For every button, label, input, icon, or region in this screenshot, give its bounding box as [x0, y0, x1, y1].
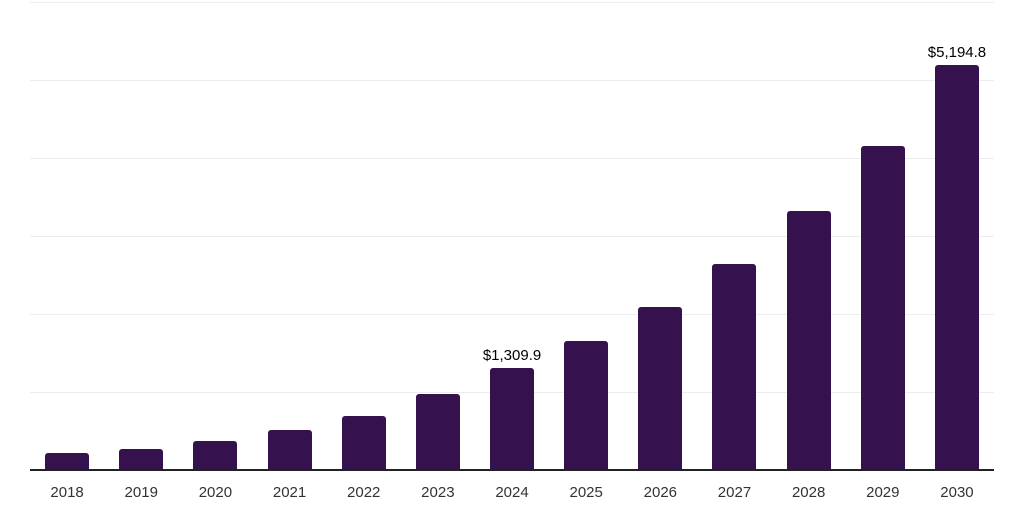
bar-slot-2030: $5,194.8	[920, 2, 994, 470]
gridline-4000	[30, 158, 994, 160]
bar-2029	[860, 145, 905, 470]
bar-slot-2025	[549, 2, 623, 470]
gridline-2000	[30, 314, 994, 316]
gridline-3000	[30, 236, 994, 237]
x-tick-2030: 2030	[940, 484, 974, 501]
bar-slot-2027	[697, 2, 771, 470]
x-axis-line	[30, 469, 994, 471]
plot-area: $1,309.9 $5,194.8	[30, 2, 994, 470]
x-tick-2020: 2020	[198, 484, 233, 501]
bar-slot-2028	[772, 2, 846, 470]
bar-slot-2029	[846, 2, 920, 470]
gridline-6000	[30, 2, 994, 3]
x-tick-2028: 2028	[791, 484, 826, 501]
bar-2022	[341, 416, 386, 470]
bar-slot-2019	[104, 2, 178, 470]
x-tick-2029: 2029	[866, 484, 900, 501]
x-tick-2018: 2018	[50, 484, 84, 501]
bar-2023	[415, 393, 460, 470]
bar-slot-2020	[178, 2, 252, 470]
gridline-5000	[30, 80, 994, 81]
x-tick-2022: 2022	[347, 484, 381, 501]
x-tick-2021: 2021	[272, 484, 307, 501]
bar-slot-2026	[623, 2, 697, 470]
bar-slot-2022	[327, 2, 401, 470]
x-tick-2026: 2026	[643, 484, 678, 501]
bar-2026	[638, 307, 683, 470]
bar-2030: $5,194.8	[928, 45, 986, 470]
data-label-2030: $5,194.8	[927, 43, 987, 61]
bar-2025	[564, 341, 609, 470]
bar-2018	[45, 452, 90, 470]
x-tick-2025: 2025	[569, 484, 603, 501]
bar-2028	[786, 211, 831, 470]
bar-2027	[712, 264, 757, 470]
bar-2020	[193, 441, 238, 470]
bars: $1,309.9 $5,194.8	[30, 2, 994, 470]
bar-2019	[119, 448, 164, 470]
bar-2021	[267, 430, 312, 470]
x-tick-2027: 2027	[717, 484, 752, 501]
x-tick-2023: 2023	[421, 484, 455, 501]
x-tick-2019: 2019	[124, 484, 158, 501]
bar-2024: $1,309.9	[483, 348, 541, 470]
bar-slot-2023	[401, 2, 475, 470]
data-label-2024: $1,309.9	[482, 346, 542, 364]
bar-slot-2018	[30, 2, 104, 470]
x-axis-labels: 2018 2019 2020 2021 2022 2023 2024 2025 2026 2027…	[30, 471, 994, 500]
x-tick-2024: 2024	[495, 484, 529, 501]
bar-slot-2024: $1,309.9	[475, 2, 549, 470]
bar-slot-2021	[252, 2, 326, 470]
